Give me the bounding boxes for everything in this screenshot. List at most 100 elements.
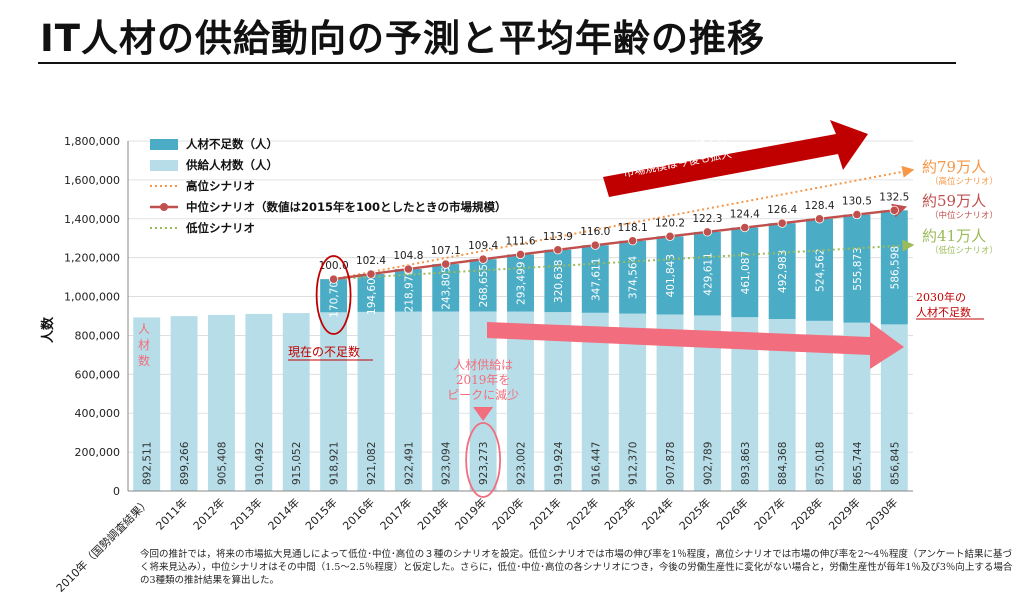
bar-shortage-label: 170,700: [329, 274, 341, 317]
bar-shortage: [731, 227, 759, 318]
bar-supply: [245, 313, 273, 491]
bar-supply-label: 907,878: [665, 442, 677, 485]
x-tick-label: 2025年: [676, 495, 713, 532]
mid-point: [740, 222, 750, 233]
mid-value-label: 104.8: [393, 250, 423, 262]
bar-supply-label: 884,368: [777, 442, 789, 485]
mid-point: [777, 218, 787, 228]
bar-shortage-label: 194,608: [366, 272, 378, 315]
bar-shortage-label: 461,087: [740, 251, 752, 294]
supply-peak-pointer: [473, 407, 494, 421]
bar-supply: [544, 312, 572, 491]
bar-supply-label: 899,266: [179, 441, 191, 485]
bar-supply-label: 910,492: [254, 442, 266, 485]
mid-value-label: 132.5: [879, 191, 909, 203]
x-tick-label: 2022年: [564, 495, 601, 532]
mid-value-label: 120.2: [655, 217, 685, 229]
bar-supply-label: 923,094: [441, 441, 453, 485]
x-tick-label: 2014年: [265, 495, 302, 532]
bar-shortage: [544, 249, 572, 313]
line-low-scenario: [333, 239, 915, 281]
mid-point: [702, 227, 713, 237]
title-underline: [38, 62, 956, 64]
legend-label: 高位シナリオ: [186, 179, 255, 193]
mid-value-label: 113.9: [543, 231, 573, 243]
bar-shortage: [357, 274, 385, 312]
y-tick-label: 1,600,000: [64, 174, 120, 187]
legend-label: 供給人材数（人）: [185, 158, 278, 172]
supply-peak-text: 人材供給は: [453, 358, 513, 372]
bar-supply: [357, 311, 385, 491]
bar-shortage-label: 555,873: [852, 247, 864, 290]
bar-supply-label: 921,082: [366, 442, 378, 485]
bar-shortage: [880, 210, 908, 325]
mid-point: [852, 209, 862, 220]
bar-supply-label: 919,924: [553, 441, 565, 485]
supply-decline-arrow: [487, 322, 904, 369]
scenario-lines: 100.0 102.4 104.8 107.1 109.4 111.6 113.9 116.0…: [319, 165, 915, 284]
y-tick-label: 1,400,000: [64, 213, 120, 226]
mid-2030-sub: （中位シナリオ）: [930, 210, 998, 221]
legend-swatch-mid-dot: [160, 203, 168, 211]
mid-point: [478, 254, 488, 264]
y-axis-label: 人数: [40, 316, 56, 343]
shortage-2030-label: 2030年の: [916, 290, 966, 304]
mid-point: [665, 231, 675, 241]
legend-label: 中位シナリオ（数値は2015年を100としたときの市場規模）: [186, 200, 507, 214]
x-tick-label: 2027年: [751, 495, 788, 532]
y-tick-label: 0: [113, 485, 120, 498]
low-2030-value: 約41万人: [922, 227, 986, 245]
footnote: 今回の推計では，将来の市場拡大見通しによって低位･中位･高位の３種のシナリオを設…: [140, 549, 1013, 586]
mid-value-label: 130.5: [842, 196, 872, 208]
x-tick-label: 2015年: [302, 495, 339, 532]
mid-value-label: 100.0: [319, 260, 349, 272]
bar-shortage-label: 320,638: [553, 260, 565, 303]
mid-value-label: 102.4: [356, 255, 386, 267]
bar-shortage: [469, 259, 497, 312]
mid-point: [628, 236, 638, 246]
y-tick-label: 200,000: [75, 446, 121, 459]
bar-shortage-label: 347,611: [590, 258, 602, 301]
bar-shortage: [581, 245, 609, 313]
mid-value-label: 118.1: [618, 222, 648, 234]
x-tick-label: 2023年: [601, 495, 638, 532]
bar-supply-label: 915,052: [291, 442, 303, 485]
bar-shortage: [320, 279, 348, 313]
bar-supply-label: 902,789: [702, 442, 714, 485]
legend-swatch-supply: [150, 160, 178, 171]
bar-supply: [282, 313, 310, 491]
mid-value-label: 128.4: [805, 200, 835, 212]
mid-value-label: 107.1: [431, 245, 461, 257]
mid-point: [403, 264, 413, 274]
x-tick-label: 2026年: [713, 495, 750, 532]
x-tick-label: 2018年: [414, 495, 451, 532]
bar-shortage-label: 268,655: [478, 264, 490, 307]
bar-supply-label: 875,018: [815, 442, 827, 485]
mid-value-label: 124.4: [730, 209, 760, 221]
line-high-scenario: [333, 165, 915, 281]
bar-shortage-label: 429,611: [702, 252, 714, 295]
bar-shortage: [806, 218, 834, 321]
bar-supply-label: 922,491: [403, 442, 415, 485]
high-2030-value: 約79万人: [922, 158, 986, 176]
current-shortage-label: 現在の不足数: [288, 344, 360, 359]
supply-side-label: 数: [138, 353, 150, 368]
bar-supply-label: 916,447: [590, 442, 602, 485]
x-tick-label: 2019年: [452, 495, 489, 532]
y-tick-label: 600,000: [75, 368, 121, 381]
mid-value-label: 116.0: [580, 226, 610, 238]
y-tick-label: 1,200,000: [64, 252, 120, 265]
bar-shortage-label: 218,976: [403, 269, 415, 313]
x-tick-label: 2017年: [377, 495, 414, 532]
x-tick-label: 2011年: [153, 495, 190, 532]
bar-shortage-label: 524,562: [815, 248, 827, 291]
bar-shortage-label: 243,805: [441, 266, 453, 309]
mid-value-label: 126.4: [767, 204, 797, 216]
shortage-2030-label: 人材不足数: [916, 305, 971, 319]
legend-label: 人材不足数（人）: [186, 137, 278, 151]
bar-shortage-label: 492,983: [777, 250, 789, 293]
x-tick-label: 2028年: [788, 495, 825, 532]
y-tick-label: 800,000: [75, 329, 121, 342]
y-tick-label: 1,000,000: [64, 291, 120, 304]
mid-point: [590, 240, 600, 250]
